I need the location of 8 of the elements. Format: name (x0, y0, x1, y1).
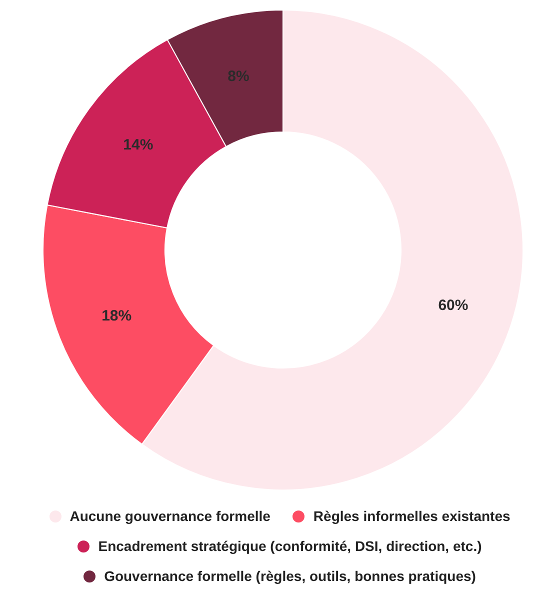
data-label: 14% (123, 136, 154, 154)
legend-label: Aucune gouvernance formelle (70, 508, 270, 524)
legend-label: Gouvernance formelle (règles, outils, bonnes pratiques) (104, 568, 476, 584)
legend-label: Règles informelles existantes (313, 508, 510, 524)
data-label: 8% (228, 68, 250, 86)
data-label: 18% (102, 307, 132, 324)
legend-label: Encadrement stratégique (conformité, DSI, direction, etc.) (98, 538, 482, 554)
data-label: 60% (438, 296, 468, 314)
